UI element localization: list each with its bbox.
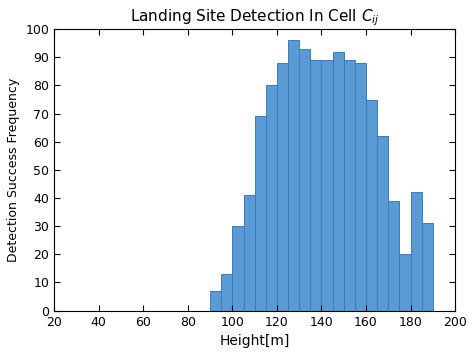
Bar (377, 136, 388, 311)
Bar (299, 49, 310, 311)
Bar (344, 60, 355, 311)
Bar (333, 52, 344, 311)
X-axis label: Height[m]: Height[m] (219, 334, 290, 348)
Bar (400, 254, 410, 311)
Title: Landing Site Detection In Cell $C_{ij}$: Landing Site Detection In Cell $C_{ij}$ (130, 7, 380, 28)
Bar (366, 99, 377, 311)
Bar (310, 60, 321, 311)
Bar (210, 291, 221, 311)
Bar (388, 201, 400, 311)
Bar (288, 40, 299, 311)
Bar (321, 60, 333, 311)
Bar (355, 63, 366, 311)
Bar (422, 223, 433, 311)
Bar (410, 192, 422, 311)
Y-axis label: Detection Success Frequency: Detection Success Frequency (7, 78, 20, 262)
Bar (277, 63, 288, 311)
Bar (221, 274, 232, 311)
Bar (244, 195, 255, 311)
Bar (255, 116, 266, 311)
Bar (266, 86, 277, 311)
Bar (232, 226, 244, 311)
